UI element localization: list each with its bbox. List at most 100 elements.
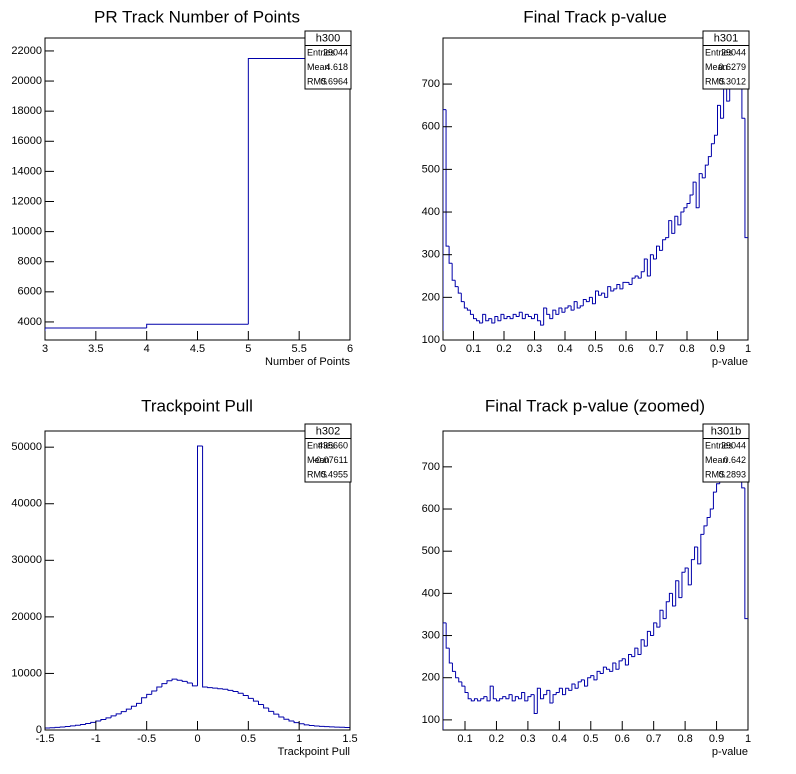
y-tick-label: 20000 <box>11 75 42 87</box>
histogram-bin <box>634 647 638 657</box>
histogram-bin <box>313 725 320 727</box>
histogram-bin <box>466 308 471 311</box>
histogram-bin <box>713 134 718 144</box>
histogram-bin <box>710 143 715 157</box>
x-tick-label: 0 <box>440 343 446 355</box>
histogram-bin <box>672 593 676 607</box>
y-tick-label: 400 <box>422 206 440 218</box>
y-tick-label: 700 <box>422 461 440 473</box>
histogram-bin <box>571 683 576 691</box>
stats-label: Entries <box>307 48 336 58</box>
histogram-bin <box>494 316 498 323</box>
histogram-bin <box>489 685 494 701</box>
y-tick-label: 14000 <box>11 165 42 177</box>
histogram-bin <box>443 109 447 340</box>
histogram-bin <box>720 105 724 119</box>
x-tick-label: 3 <box>42 343 48 355</box>
x-tick-label: 0.4 <box>552 733 567 745</box>
histogram-bin <box>166 680 173 684</box>
histogram-bin <box>146 323 249 328</box>
histogram-bin <box>580 679 585 682</box>
histogram-bin <box>482 313 486 323</box>
histogram-bin <box>467 692 472 700</box>
histogram-bin <box>668 592 673 602</box>
histogram-bin <box>601 292 605 296</box>
stats-label: Entries <box>705 441 734 451</box>
histogram-bin <box>237 691 244 694</box>
histogram-bin <box>561 688 566 696</box>
histogram-bin <box>521 312 526 320</box>
x-tick-label: 0.5 <box>588 343 603 355</box>
histogram-bin <box>706 516 711 526</box>
histogram-bin <box>607 286 611 298</box>
histogram-bin <box>495 698 500 702</box>
histogram-bin <box>596 670 601 680</box>
histogram-bin <box>483 696 488 699</box>
histogram-bin <box>662 239 666 251</box>
histogram-bin <box>222 688 228 690</box>
histogram-bin <box>577 681 582 689</box>
x-tick-label: 0.4 <box>557 343 572 355</box>
histogram-bin <box>499 698 503 701</box>
histogram-bin <box>288 719 295 722</box>
y-tick-label: 12000 <box>11 195 42 207</box>
histogram-bin <box>643 258 648 272</box>
histogram-bin <box>637 276 642 279</box>
stats-value: 29044 <box>721 441 746 451</box>
histogram-bin <box>568 688 572 691</box>
stats-frame <box>304 423 352 483</box>
histogram-bin <box>587 677 591 687</box>
stats-label: Entries <box>705 48 734 58</box>
histogram-bin <box>75 724 81 726</box>
histogram-bin <box>555 691 560 695</box>
histogram-bin <box>308 724 315 726</box>
y-tick-label: 700 <box>422 78 440 90</box>
histogram-bin <box>543 307 547 326</box>
histogram-bin <box>744 487 748 620</box>
histogram-bin <box>631 277 636 285</box>
stats-name: h301 <box>714 33 738 45</box>
histogram-bin <box>480 698 484 701</box>
y-tick-label: 200 <box>422 291 440 303</box>
histogram-bin <box>591 297 596 305</box>
histogram-bin <box>624 658 629 666</box>
histogram-bin <box>85 722 91 725</box>
x-tick-label: 0.8 <box>677 733 692 745</box>
histogram-bin <box>227 689 234 691</box>
histogram-bin <box>549 690 554 704</box>
histogram-bin <box>479 320 483 324</box>
x-tick-label: 0.2 <box>489 733 504 745</box>
histogram-bin <box>616 284 620 289</box>
x-axis-label: p-value <box>712 746 748 758</box>
histogram <box>45 445 350 730</box>
x-tick-label: 0.3 <box>520 733 535 745</box>
histogram-bin <box>704 164 709 178</box>
y-tick-label: 0 <box>36 724 42 736</box>
histogram-bin <box>278 714 284 718</box>
histogram-bin <box>671 220 675 234</box>
y-tick-label: 20000 <box>11 611 42 623</box>
x-axis-label: Number of Points <box>265 356 350 368</box>
histogram-bin <box>659 609 664 628</box>
stats-value: -0.07611 <box>313 455 348 465</box>
stats-value: 0.6279 <box>718 62 746 72</box>
histogram-bin <box>197 445 203 686</box>
histogram-bin <box>451 662 456 672</box>
histogram-bin <box>451 263 456 281</box>
histogram-bin <box>610 286 614 292</box>
histogram-bin <box>258 701 264 706</box>
histogram-bin <box>694 546 698 560</box>
histogram <box>45 57 350 340</box>
histogram-bin <box>643 639 648 647</box>
x-axis-label: p-value <box>712 356 748 368</box>
histogram-bin <box>665 601 670 619</box>
histogram-bin <box>668 220 672 238</box>
histogram-bin <box>509 316 514 320</box>
histogram-bin <box>534 313 538 319</box>
histogram-bin <box>293 720 300 724</box>
y-tick-label: 30000 <box>11 554 42 566</box>
